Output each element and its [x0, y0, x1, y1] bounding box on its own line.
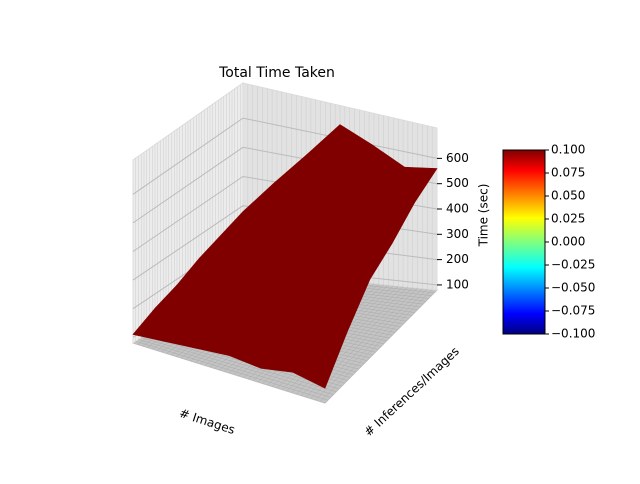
- z-tick-label: 400: [446, 202, 469, 216]
- colorbar-tick-label: −0.100: [551, 327, 595, 341]
- colorbar-tick-label: −0.025: [551, 258, 595, 272]
- colorbar-tick-label: 0.075: [551, 166, 585, 180]
- pane-line: [315, 288, 428, 401]
- colorbar: [502, 149, 546, 335]
- y-axis-label: # Inferences/Images: [361, 344, 462, 439]
- z-tick-label: 200: [446, 252, 469, 266]
- colorbar-tick-label: −0.050: [551, 281, 595, 295]
- x-axis-label: # Images: [178, 406, 237, 437]
- z-tick-label: 100: [446, 277, 469, 291]
- chart-title: Total Time Taken: [218, 65, 335, 81]
- z-tick-label: 300: [446, 227, 469, 241]
- pane-line: [320, 289, 433, 402]
- z-tick-label: 500: [446, 176, 469, 190]
- colorbar-tick-label: 0.025: [551, 212, 585, 226]
- z-tick-label: 600: [446, 151, 469, 165]
- colorbar-tick-label: 0.050: [551, 189, 585, 203]
- colorbar-tick-label: 0.000: [551, 235, 585, 249]
- colorbar-tick-label: 0.100: [551, 143, 585, 157]
- colorbar-tick-label: −0.075: [551, 304, 595, 318]
- surface-cell: [292, 331, 348, 389]
- z-axis-label: Time (sec): [477, 184, 491, 248]
- pane-line: [310, 288, 423, 399]
